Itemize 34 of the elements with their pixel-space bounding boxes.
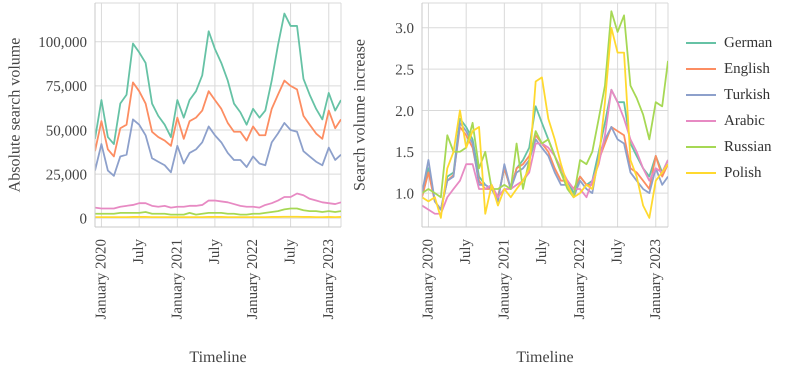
y-tick-label: 100,000 <box>38 35 87 52</box>
legend-label: Arabic <box>724 112 765 130</box>
x-tick-label: January 2021 <box>169 239 186 320</box>
y-tick-label: 75,000 <box>46 79 87 96</box>
x-tick-label: January 2020 <box>93 239 110 320</box>
x-tick-label: July <box>206 238 223 264</box>
y-tick-label: 2.5 <box>395 62 414 78</box>
legend-label: Turkish <box>724 86 770 104</box>
legend-label: Polish <box>724 164 762 182</box>
legend-label: Russian <box>724 138 772 156</box>
y-axis-title: Absolute search volume <box>6 38 24 192</box>
x-tick-label: July <box>131 238 148 264</box>
x-axis-title: Timeline <box>516 349 574 366</box>
x-tick-label: January 2022 <box>245 239 262 320</box>
x-tick-label: January 2023 <box>648 239 664 320</box>
x-tick-label: July <box>534 238 550 264</box>
y-tick-label: 25,000 <box>46 167 87 184</box>
y-tick-label: 50,000 <box>46 123 87 140</box>
x-tick-label: January 2022 <box>572 239 588 320</box>
legend-label: English <box>724 60 770 78</box>
y-tick-label: 0 <box>80 212 87 228</box>
x-tick-label: January 2023 <box>320 239 337 320</box>
y-tick-label: 2.0 <box>395 104 414 120</box>
x-tick-label: July <box>282 238 299 264</box>
x-tick-label: July <box>610 238 626 264</box>
x-axis-title: Timeline <box>189 349 247 366</box>
y-tick-label: 3.0 <box>395 21 414 38</box>
y-tick-label: 1.5 <box>395 145 414 162</box>
legend-label: German <box>724 34 772 52</box>
y-tick-label: 1.0 <box>395 186 414 202</box>
x-tick-label: July <box>458 238 474 264</box>
y-axis-title: Search volume increase <box>352 39 369 191</box>
x-tick-label: January 2020 <box>420 239 436 320</box>
x-tick-label: January 2021 <box>496 239 512 320</box>
